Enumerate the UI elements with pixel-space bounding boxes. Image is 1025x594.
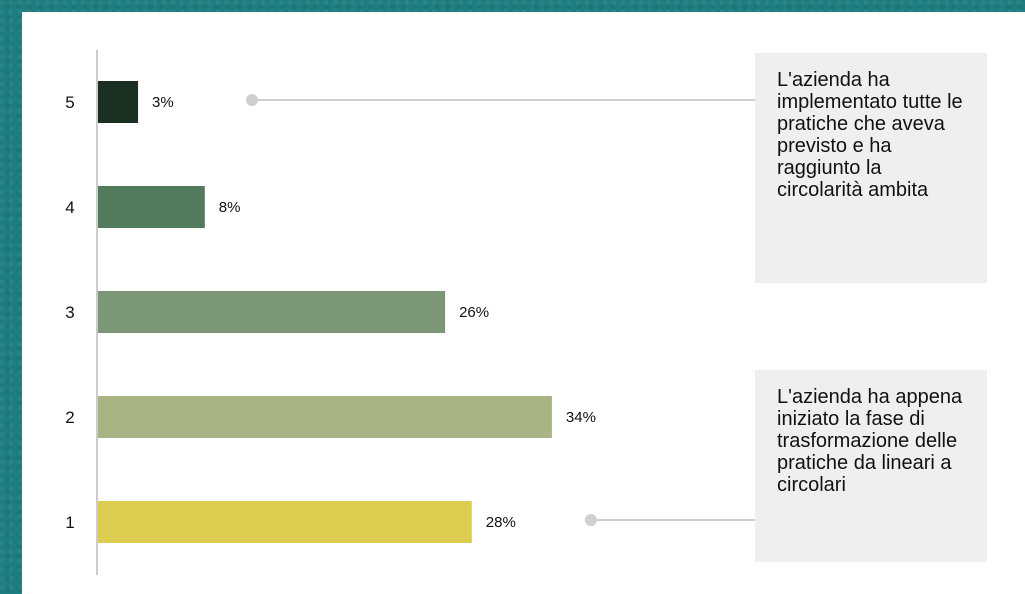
bar-2 (98, 396, 552, 438)
value-label-2: 34% (566, 409, 596, 426)
tick-label-1: 1 (65, 513, 74, 532)
tick-label-5: 5 (65, 93, 74, 112)
bar-3 (98, 291, 446, 333)
tick-label-2: 2 (65, 408, 74, 427)
tick-label-4: 4 (65, 198, 74, 217)
bar-4 (98, 186, 205, 228)
value-label-5: 3% (152, 94, 174, 111)
value-label-3: 26% (459, 304, 489, 321)
connector-top-dot (246, 94, 258, 106)
value-label-4: 8% (219, 199, 241, 216)
value-label-1: 28% (486, 514, 516, 531)
connector-bottom-dot (585, 514, 597, 526)
annotation-bottom: L'azienda ha appena iniziato la fase di … (755, 370, 987, 562)
annotation-top: L'azienda ha implementato tutte le prati… (755, 53, 987, 283)
bar-5 (98, 81, 139, 123)
bar-1 (98, 501, 472, 543)
tick-label-3: 3 (65, 303, 74, 322)
